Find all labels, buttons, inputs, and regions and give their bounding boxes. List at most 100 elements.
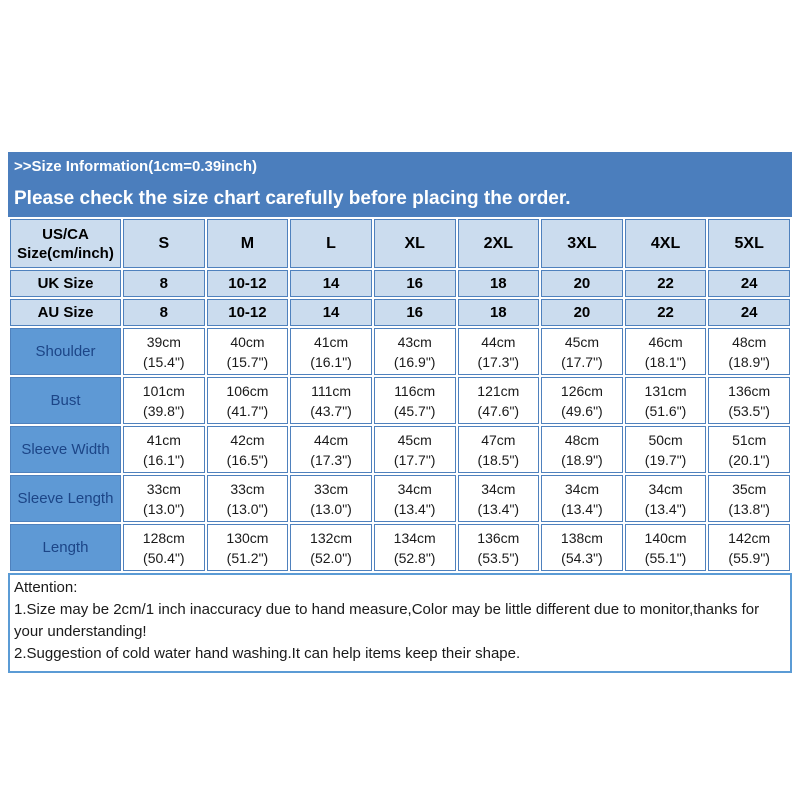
- inch-value: (54.3"): [561, 549, 603, 566]
- inch-value: (53.5"): [728, 402, 770, 419]
- inch-value: (52.0"): [310, 549, 352, 566]
- measurement-cell: 136cm (53.5"): [708, 377, 790, 424]
- measurement-cell: 33cm (13.0"): [206, 475, 289, 522]
- cm-value: 35cm: [732, 480, 767, 497]
- size-value: 22: [624, 270, 707, 297]
- inch-value: (55.9"): [728, 549, 770, 566]
- measurement-cell: 44cm (17.3"): [457, 328, 540, 375]
- size-value: 10-12: [206, 270, 289, 297]
- measurement-cell: 41cm (16.1"): [290, 328, 372, 375]
- attention-box: Attention: 1.Size may be 2cm/1 inch inac…: [8, 573, 792, 673]
- inch-value: (13.0"): [226, 500, 269, 517]
- cm-value: 42cm: [230, 431, 265, 448]
- measurement-cell: 140cm (55.1"): [624, 524, 707, 571]
- inch-value: (16.1"): [143, 451, 185, 468]
- inch-value: (45.7"): [393, 402, 436, 419]
- cm-value: 134cm: [393, 529, 436, 546]
- inch-value: (15.4"): [143, 353, 185, 370]
- row-label: Length: [10, 524, 121, 571]
- measurement-cell: 45cm (17.7"): [541, 328, 623, 375]
- inch-value: (50.4"): [143, 549, 185, 566]
- size-value: 8: [123, 270, 205, 297]
- cm-value: 41cm: [146, 431, 181, 448]
- cm-value: 43cm: [397, 333, 432, 350]
- size-value: 22: [624, 299, 707, 326]
- cm-value: 39cm: [146, 333, 181, 350]
- measurement-cell: 34cm (13.4"): [457, 475, 540, 522]
- cm-value: 121cm: [477, 382, 520, 399]
- cm-value: 132cm: [310, 529, 353, 546]
- notice-banner: Please check the size chart carefully be…: [8, 180, 792, 217]
- cm-value: 130cm: [226, 529, 269, 546]
- measurement-cell: 131cm (51.6"): [624, 377, 707, 424]
- cm-value: 111cm: [311, 382, 352, 399]
- size-value: 10-12: [206, 299, 289, 326]
- measurement-row-sleeve-width: Sleeve Width 41cm (16.1") 42cm (16.5") 4…: [10, 426, 790, 473]
- inch-value: (52.8"): [393, 549, 436, 566]
- cm-value: 41cm: [313, 333, 349, 350]
- measurement-cell: 50cm (19.7"): [624, 426, 707, 473]
- row-label: Bust: [10, 377, 121, 424]
- cm-value: 131cm: [644, 382, 687, 399]
- measurement-cell: 132cm (52.0"): [290, 524, 372, 571]
- cm-value: 44cm: [481, 333, 516, 350]
- cm-value: 51cm: [732, 431, 767, 448]
- inch-value: (13.4"): [644, 500, 687, 517]
- measurement-cell: 44cm (17.3"): [290, 426, 372, 473]
- measurement-cell: 34cm (13.4"): [624, 475, 707, 522]
- cm-value: 47cm: [481, 431, 516, 448]
- attention-line1: 1.Size may be 2cm/1 inch inaccuracy due …: [14, 601, 760, 640]
- measurement-cell: 41cm (16.1"): [123, 426, 205, 473]
- inch-value: (49.6"): [561, 402, 603, 419]
- cm-value: 34cm: [648, 480, 683, 497]
- size-value: 20: [541, 299, 623, 326]
- cm-value: 33cm: [313, 480, 349, 497]
- inch-value: (17.7"): [393, 451, 436, 468]
- cm-value: 136cm: [477, 529, 520, 546]
- size-value: 18: [457, 299, 540, 326]
- inch-value: (19.7"): [644, 451, 687, 468]
- size-column-header: S: [123, 219, 205, 268]
- inch-value: (16.9"): [393, 353, 436, 370]
- cm-value: 48cm: [564, 431, 600, 448]
- inch-value: (13.4"): [477, 500, 520, 517]
- inch-value: (16.5"): [226, 451, 269, 468]
- inch-value: (13.8"): [728, 500, 770, 517]
- row-label: Sleeve Length: [10, 475, 121, 522]
- inch-value: (18.9"): [561, 451, 603, 468]
- table-header-row: US/CA Size(cm/inch) S M L XL 2XL 3XL 4XL…: [10, 219, 790, 268]
- inch-value: (17.3"): [477, 353, 520, 370]
- row-label: Sleeve Width: [10, 426, 121, 473]
- size-value: 16: [373, 270, 456, 297]
- size-value: 16: [373, 299, 456, 326]
- measurement-cell: 111cm (43.7"): [290, 377, 372, 424]
- measurement-cell: 33cm (13.0"): [123, 475, 205, 522]
- attention-line2: 2.Suggestion of cold water hand washing.…: [14, 645, 521, 662]
- measurement-row-sleeve-length: Sleeve Length 33cm (13.0") 33cm (13.0") …: [10, 475, 790, 522]
- inch-value: (43.7"): [310, 402, 352, 419]
- inch-value: (41.7"): [226, 402, 269, 419]
- inch-value: (15.7"): [226, 353, 269, 370]
- size-table: US/CA Size(cm/inch) S M L XL 2XL 3XL 4XL…: [8, 217, 792, 573]
- measurement-cell: 34cm (13.4"): [541, 475, 623, 522]
- size-value: 14: [290, 270, 372, 297]
- measurement-cell: 40cm (15.7"): [206, 328, 289, 375]
- cm-value: 40cm: [230, 333, 265, 350]
- measurement-row-shoulder: Shoulder 39cm (15.4") 40cm (15.7") 41cm …: [10, 328, 790, 375]
- measurement-cell: 138cm (54.3"): [541, 524, 623, 571]
- size-column-header: M: [206, 219, 289, 268]
- cm-value: 126cm: [560, 382, 603, 399]
- measurement-row-length: Length 128cm (50.4") 130cm (51.2") 132cm…: [10, 524, 790, 571]
- size-column-header: XL: [373, 219, 456, 268]
- cm-value: 140cm: [644, 529, 687, 546]
- measurement-cell: 142cm (55.9"): [708, 524, 790, 571]
- inch-value: (17.3"): [310, 451, 352, 468]
- size-column-header: L: [290, 219, 372, 268]
- measurement-cell: 126cm (49.6"): [541, 377, 623, 424]
- inch-value: (17.7"): [561, 353, 603, 370]
- size-value: 24: [708, 270, 790, 297]
- measurement-cell: 121cm (47.6"): [457, 377, 540, 424]
- cm-value: 106cm: [226, 382, 269, 399]
- size-column-header: 2XL: [457, 219, 540, 268]
- measurement-cell: 46cm (18.1"): [624, 328, 707, 375]
